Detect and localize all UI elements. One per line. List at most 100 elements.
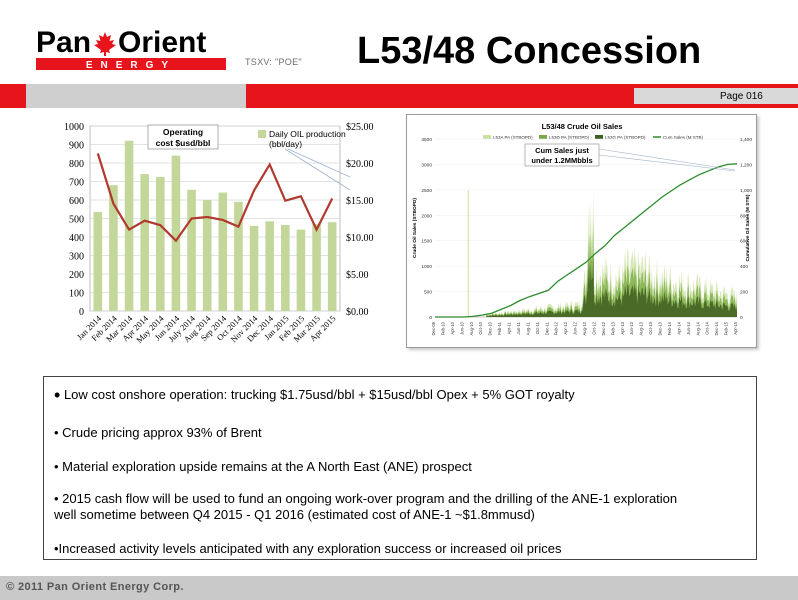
y-tick-right: 400 — [740, 264, 748, 270]
legend-label: L53G PA (STBOPD) — [605, 135, 646, 140]
legend-production-2: (bbl/day) — [269, 139, 302, 149]
production-bar — [140, 174, 149, 311]
production-bar — [218, 192, 228, 311]
y-tick-left: 600 — [69, 196, 84, 207]
production-bar — [281, 224, 290, 311]
y-tick-left: 300 — [69, 252, 84, 263]
x-tick-label: Feb-14 — [667, 321, 672, 335]
callout-line — [287, 148, 351, 178]
y-tick-left: 800 — [69, 159, 84, 170]
bullet-2: • Crude pricing approx 93% of Brent — [54, 425, 262, 440]
y-tick-left: 900 — [69, 141, 84, 152]
x-tick-label: Jun-12 — [573, 321, 578, 334]
x-tick-label: Oct-13 — [648, 321, 653, 334]
production-bar — [249, 225, 259, 311]
logo-word-left: Pan — [36, 26, 91, 59]
x-tick-label: Oct-12 — [591, 321, 596, 334]
x-tick-label: Aug-11 — [525, 321, 530, 335]
y-tick-right: $0.00 — [346, 307, 369, 318]
band-red-left — [0, 84, 26, 108]
y-tick-left: 0 — [79, 307, 84, 318]
production-bar — [327, 222, 337, 311]
x-tick-label: Dec-12 — [601, 321, 606, 335]
y-tick-left: 200 — [69, 270, 84, 281]
y-tick-left: 1000 — [64, 122, 84, 133]
cum-sales-line — [435, 163, 738, 318]
bullet-4-line-2: well sometime between Q4 2015 - Q1 2016 … — [54, 507, 535, 522]
bullet-3: • Material exploration upside remains at… — [54, 459, 472, 474]
legend-swatch-production — [258, 130, 266, 138]
y-tick-right: $20.00 — [346, 159, 374, 170]
callout-pointer — [598, 148, 736, 171]
y-tick-left: 400 — [69, 233, 84, 244]
callout-pointer — [598, 154, 736, 172]
x-tick-label: Aug-14 — [695, 321, 700, 335]
x-tick-label: Dec-14 — [714, 321, 719, 335]
ticker-label: TSXV: "POE" — [245, 57, 302, 67]
x-tick-label: Feb-13 — [610, 321, 615, 335]
x-tick-label: Aug-10 — [469, 321, 474, 335]
y-tick-left: 2500 — [421, 188, 432, 194]
production-bar — [265, 221, 274, 311]
x-tick-label: Aug-12 — [582, 321, 587, 335]
legend-label: Cum Sales (M STB) — [663, 135, 704, 140]
x-tick-label: Feb-10 — [440, 321, 445, 335]
x-tick-label: Apr-12 — [563, 321, 568, 334]
footer-bar: © 2011 Pan Orient Energy Corp. — [0, 576, 798, 600]
copyright-text: © 2011 Pan Orient Energy Corp. — [6, 581, 184, 593]
chart2-title: L53/48 Crude Oil Sales — [542, 122, 623, 131]
x-tick-label: Jun-10 — [459, 321, 464, 334]
callout-line-2: under 1.2MMbbls — [531, 156, 592, 165]
production-bar — [187, 189, 196, 311]
x-tick-label: Dec-09 — [431, 321, 436, 335]
x-tick-label: Apr-11 — [507, 321, 512, 334]
x-tick-label: Apr-10 — [450, 321, 455, 334]
production-bar — [124, 140, 134, 311]
x-tick-label: Feb-12 — [554, 321, 559, 335]
bullet-4-line-1: • 2015 cash flow will be used to fund an… — [54, 491, 678, 506]
bullet-5: •Increased activity levels anticipated w… — [54, 541, 562, 556]
x-tick-label: Feb-15 — [724, 321, 729, 335]
y-tick-right: $5.00 — [346, 270, 369, 281]
production-bar — [202, 200, 212, 311]
crude-oil-sales-panel: L53/48 Crude Oil Sales L53A PA (STBOPD) L5… — [406, 114, 757, 348]
legend-swatch — [595, 135, 603, 139]
production-bar — [109, 185, 118, 311]
l53g-area — [486, 253, 737, 317]
slide-title: L53/48 Concession — [357, 30, 702, 72]
x-tick-label: Apr-14 — [676, 321, 681, 334]
legend-label: L53A PA (STBOPD) — [493, 135, 533, 140]
x-tick-label: Dec-13 — [658, 321, 663, 335]
y-tick-left: 1500 — [421, 239, 432, 245]
production-bar — [234, 201, 243, 311]
y-tick-left: 500 — [424, 290, 432, 296]
page-strip — [634, 88, 798, 104]
callout-line — [284, 148, 351, 191]
logo-word-right: Orient — [118, 26, 206, 59]
y-tick-right: 0 — [740, 315, 743, 321]
x-tick-label: Dec-11 — [544, 321, 549, 335]
legend-production-1: Daily OIL production — [269, 129, 346, 139]
x-tick-label: Dec-10 — [488, 321, 493, 335]
operating-cost-line — [96, 153, 334, 243]
y-tick-right: 1,400 — [740, 137, 752, 143]
x-tick-label: Oct-14 — [705, 321, 710, 334]
x-tick-label: Jun-13 — [629, 321, 634, 334]
x-tick-label: Feb-11 — [497, 321, 502, 335]
y-tick-left: 3500 — [421, 137, 432, 143]
y-tick-left: 3000 — [421, 162, 432, 168]
production-bar — [312, 224, 321, 311]
x-tick-label: Apr-13 — [620, 321, 625, 334]
y-tick-right: 200 — [740, 290, 748, 296]
legend-label: L53D PA (STBOPD) — [549, 135, 590, 140]
bullet-1-line: • Low cost onshore operation: trucking $… — [54, 385, 744, 405]
x-tick-label: Oct-11 — [535, 321, 540, 334]
y-tick-right: $25.00 — [346, 122, 374, 133]
band-gray — [26, 84, 246, 108]
bullet-dot: • — [54, 385, 61, 405]
y-axis-label-right: Cumulative Oil Sales (M STB) — [745, 194, 751, 261]
y-tick-right: $10.00 — [346, 233, 374, 244]
y-tick-right: $15.00 — [346, 196, 374, 207]
production-bar — [296, 229, 306, 311]
y-tick-right: 800 — [740, 213, 748, 219]
